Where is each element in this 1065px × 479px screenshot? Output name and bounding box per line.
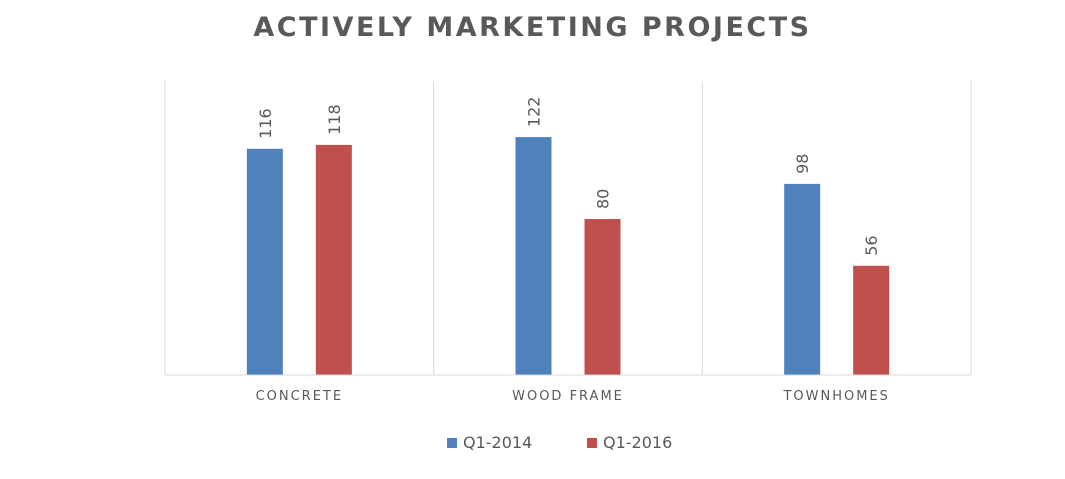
bar-wood-frame-q1-2016	[584, 219, 621, 375]
legend-item-q1-2014: Q1-2014	[447, 433, 532, 452]
legend-label-q1-2016: Q1-2016	[603, 433, 673, 452]
bar-townhomes-q1-2016	[853, 265, 890, 375]
legend-label-q1-2014: Q1-2014	[463, 433, 533, 452]
chart-title: ACTIVELY MARKETING PROJECTS	[253, 12, 812, 43]
legend-item-q1-2016: Q1-2016	[587, 433, 672, 452]
bar-concrete-q1-2016	[315, 144, 352, 375]
data-label: 118	[325, 104, 344, 135]
category-label: CONCRETE	[256, 389, 344, 404]
data-label: 56	[862, 235, 881, 255]
data-label: 80	[594, 189, 613, 209]
bar-townhomes-q1-2014	[784, 183, 821, 375]
bar-wood-frame-q1-2014	[515, 137, 552, 375]
category-label: TOWNHOMES	[782, 389, 889, 404]
bar-concrete-q1-2014	[246, 148, 283, 375]
legend-swatch-q1-2016	[587, 437, 597, 448]
category-label: WOOD FRAME	[512, 389, 624, 404]
data-label: 122	[525, 97, 544, 128]
data-label: 98	[793, 154, 812, 174]
legend-swatch-q1-2014	[447, 437, 457, 448]
data-label: 116	[256, 108, 275, 139]
